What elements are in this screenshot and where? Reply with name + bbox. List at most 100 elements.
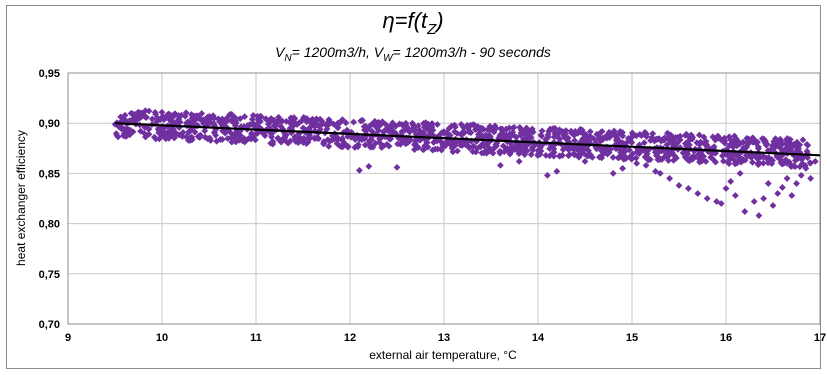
- data-point: [158, 131, 166, 139]
- data-point: [478, 131, 485, 139]
- data-point: [730, 156, 738, 164]
- data-point: [113, 132, 121, 140]
- data-point: [181, 112, 189, 120]
- data-point: [213, 137, 221, 145]
- tick-labels: 9 10 11 12 13 14 15 16 17 0,70 0,75 0,80 0,85 0,90 0,9…: [39, 68, 827, 344]
- data-point: [451, 121, 458, 129]
- data-point: [531, 142, 538, 149]
- data-point: [351, 136, 359, 143]
- data-point: [807, 175, 814, 182]
- x-tick-label: 13: [438, 332, 450, 344]
- data-point: [316, 126, 324, 133]
- data-point: [571, 137, 579, 144]
- data-point: [387, 135, 395, 143]
- data-point: [755, 154, 762, 162]
- data-point: [269, 138, 277, 146]
- data-point: [159, 127, 167, 135]
- data-point: [407, 136, 414, 144]
- data-point: [616, 128, 624, 135]
- data-point: [376, 135, 383, 143]
- data-point: [153, 114, 161, 122]
- y-tick-label: 0,80: [39, 219, 60, 231]
- data-point: [797, 172, 805, 179]
- data-point: [803, 147, 811, 155]
- data-point: [196, 131, 204, 139]
- data-point: [137, 127, 144, 135]
- data-point: [764, 180, 772, 187]
- data-point: [287, 116, 295, 124]
- data-point: [512, 133, 520, 141]
- data-point: [385, 142, 393, 150]
- data-point: [194, 122, 202, 129]
- data-point: [666, 175, 673, 182]
- data-point: [770, 138, 778, 145]
- data-point: [624, 134, 632, 142]
- data-point: [590, 135, 598, 143]
- x-tick-label: 14: [532, 332, 545, 344]
- data-point: [783, 175, 791, 182]
- data-point: [595, 153, 603, 161]
- data-point: [563, 135, 570, 143]
- data-point: [492, 141, 500, 148]
- data-point: [480, 142, 488, 150]
- data-point: [685, 137, 693, 144]
- data-point: [194, 113, 202, 120]
- data-point: [449, 148, 457, 156]
- data-point: [480, 149, 488, 157]
- data-point: [244, 121, 252, 129]
- x-tick-label: 9: [65, 332, 71, 344]
- data-point: [365, 162, 373, 170]
- data-point: [482, 131, 490, 139]
- data-point: [437, 138, 445, 145]
- data-point: [536, 144, 544, 152]
- data-point: [551, 130, 559, 137]
- data-point: [298, 135, 305, 143]
- data-point: [268, 130, 275, 138]
- data-point: [155, 135, 163, 143]
- x-tick-label: 12: [344, 332, 356, 344]
- data-point: [607, 145, 614, 153]
- data-point: [145, 107, 153, 115]
- data-point: [460, 124, 467, 131]
- data-point: [216, 118, 223, 125]
- data-point: [186, 127, 193, 135]
- data-point: [559, 146, 567, 154]
- data-point: [618, 151, 626, 159]
- data-point: [350, 118, 358, 126]
- data-point: [221, 129, 229, 137]
- data-point: [609, 128, 617, 136]
- data-point: [185, 121, 193, 129]
- data-point: [665, 157, 672, 164]
- data-point: [641, 128, 649, 136]
- data-point: [487, 147, 494, 155]
- data-point: [368, 133, 375, 141]
- data-point: [277, 123, 285, 130]
- data-point: [414, 143, 422, 151]
- subtitle-part-v1: V: [275, 44, 286, 60]
- data-point: [293, 121, 301, 128]
- data-point: [470, 121, 478, 129]
- data-point: [171, 120, 179, 128]
- data-point: [558, 151, 566, 159]
- data-point: [424, 120, 432, 128]
- data-point: [354, 141, 362, 148]
- data-point: [325, 142, 333, 150]
- data-point: [183, 119, 190, 127]
- data-point: [433, 121, 441, 128]
- data-point: [379, 128, 387, 136]
- data-point: [362, 122, 369, 130]
- data-point: [465, 144, 473, 152]
- data-point: [673, 140, 681, 147]
- data-point: [367, 143, 374, 151]
- data-point: [629, 150, 637, 158]
- data-point: [703, 195, 711, 202]
- data-point: [307, 123, 314, 131]
- data-point: [636, 131, 644, 138]
- data-point: [148, 115, 156, 123]
- data-point: [137, 113, 144, 121]
- data-point: [720, 157, 727, 165]
- data-point: [609, 170, 617, 177]
- data-point: [410, 122, 418, 130]
- data-point: [312, 134, 320, 142]
- data-point: [440, 128, 448, 136]
